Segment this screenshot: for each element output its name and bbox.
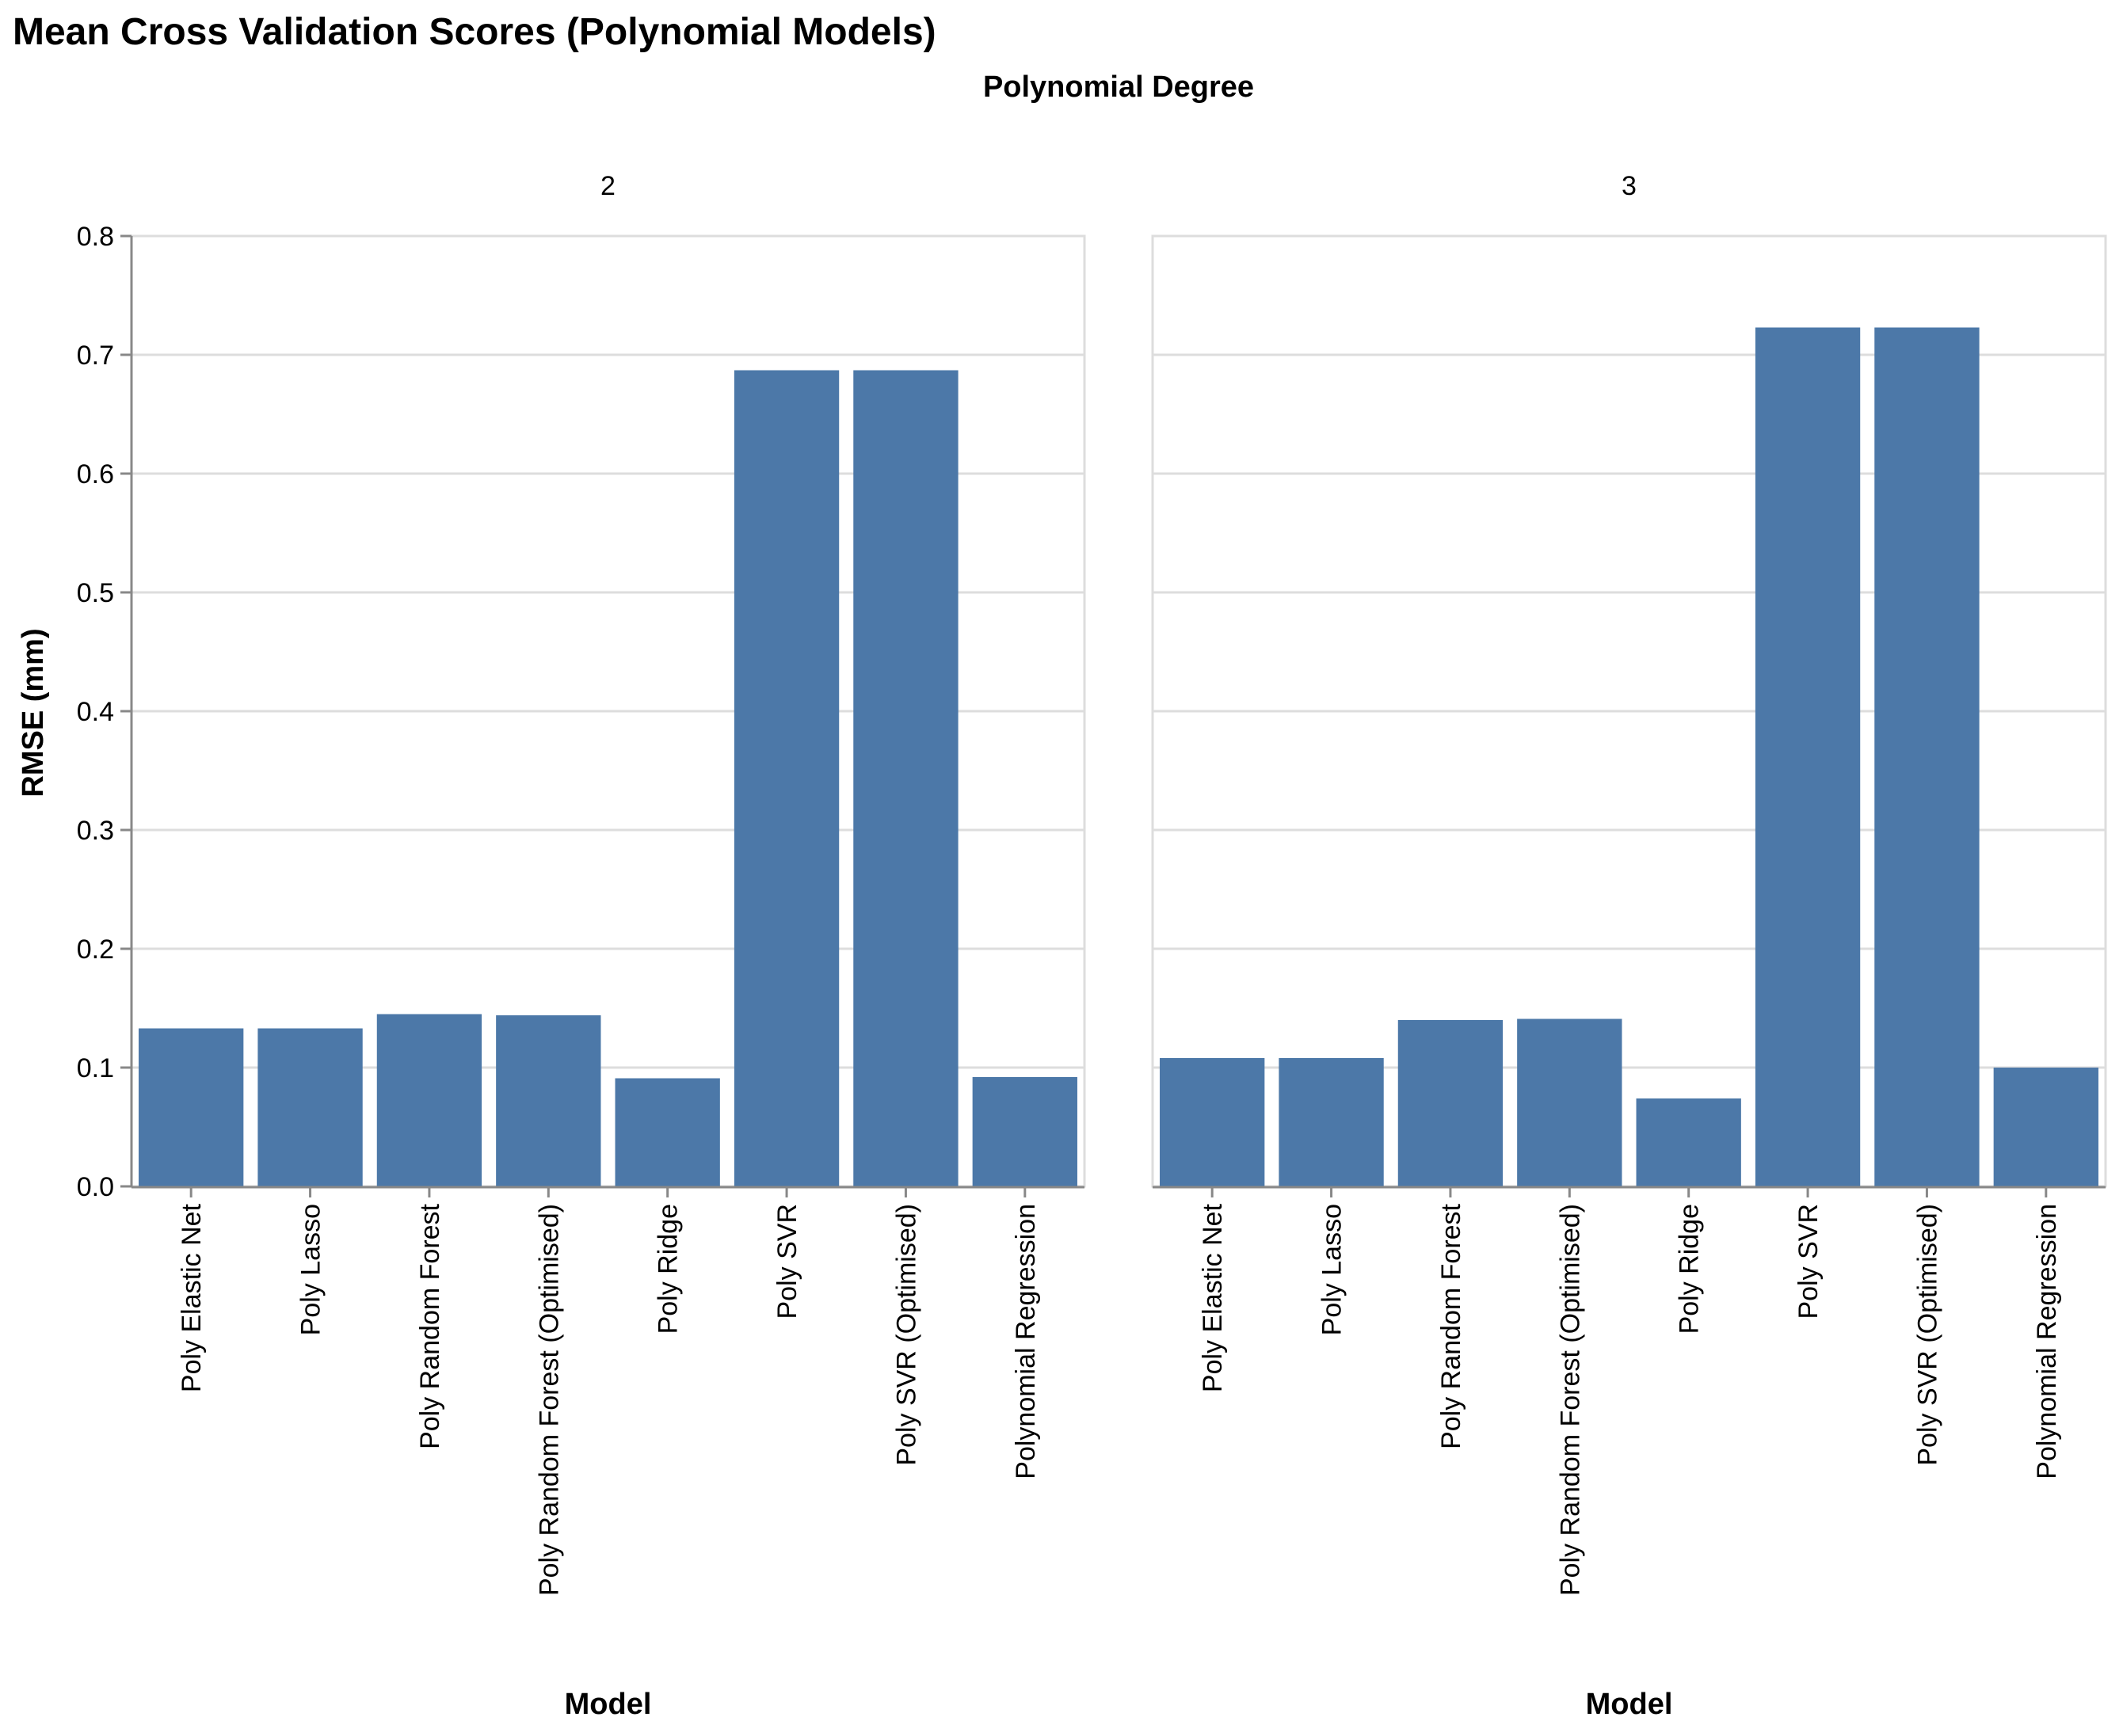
facet-panel-0: 2 Poly Elastic Net Poly Lasso Poly Random F…: [130, 171, 1086, 1721]
x-tick-label: Poly Ridge: [654, 1204, 684, 1334]
x-tick-label: Poly SVR: [1793, 1204, 1824, 1319]
bar: [734, 370, 840, 1186]
x-tick-label: Poly Elastic Net: [177, 1203, 207, 1392]
facet-label: 3: [1622, 171, 1637, 201]
x-tick-label: Poly Lasso: [1317, 1204, 1347, 1335]
bar: [1397, 1020, 1504, 1186]
bar: [1517, 1018, 1622, 1186]
facet-panel-1: 3 Poly Elastic Net Poly Lasso Poly Random F…: [1151, 171, 2107, 1721]
bar: [1993, 1068, 2098, 1186]
y-tick-label: 0.6: [77, 459, 114, 489]
bar: [972, 1077, 1077, 1186]
x-tick-label: Polynomial Regression: [1011, 1204, 1041, 1479]
bar: [1160, 1058, 1265, 1186]
bar: [615, 1078, 720, 1186]
bar: [257, 1028, 363, 1186]
x-axis-title: Model: [565, 1688, 652, 1721]
x-tick-label: Poly SVR: [772, 1204, 802, 1319]
bar: [1755, 327, 1861, 1186]
bar: [1874, 327, 1980, 1186]
x-axis-title: Model: [1586, 1688, 1673, 1721]
y-tick-label: 0.0: [77, 1172, 114, 1202]
bar: [139, 1028, 244, 1186]
y-tick-label: 0.2: [77, 935, 114, 965]
facet-title: Polynomial Degree: [983, 70, 1254, 104]
plot-area: 2 Poly Elastic Net Poly Lasso Poly Random F…: [77, 171, 2107, 1721]
x-tick-label: Poly Random Forest: [1436, 1203, 1466, 1449]
bar: [1636, 1098, 1741, 1186]
y-tick-label: 0.7: [77, 341, 114, 371]
x-tick-label: Poly Ridge: [1675, 1204, 1705, 1334]
y-tick-label: 0.3: [77, 816, 114, 846]
bar: [376, 1014, 482, 1186]
x-tick-label: Polynomial Regression: [2032, 1204, 2062, 1479]
x-tick-label: Poly SVR (Optimised): [1912, 1204, 1942, 1466]
bar: [853, 370, 959, 1186]
bar: [1279, 1058, 1384, 1186]
x-tick-label: Poly Elastic Net: [1198, 1203, 1228, 1392]
facet-label: 2: [600, 171, 616, 201]
y-tick-label: 0.1: [77, 1053, 114, 1083]
y-tick-label: 0.5: [77, 578, 114, 608]
x-tick-label: Poly SVR (Optimised): [891, 1204, 921, 1466]
x-tick-label: Poly Random Forest (Optimised): [1555, 1204, 1585, 1596]
y-axis-title: RMSE (mm): [17, 628, 50, 797]
y-tick-label: 0.4: [77, 697, 114, 727]
bar: [496, 1015, 601, 1186]
x-tick-label: Poly Random Forest (Optimised): [534, 1204, 564, 1596]
y-tick-label: 0.8: [77, 222, 114, 252]
x-tick-label: Poly Lasso: [296, 1204, 326, 1335]
x-tick-label: Poly Random Forest: [415, 1203, 445, 1449]
chart-title: Mean Cross Validation Scores (Polynomial…: [13, 11, 936, 53]
